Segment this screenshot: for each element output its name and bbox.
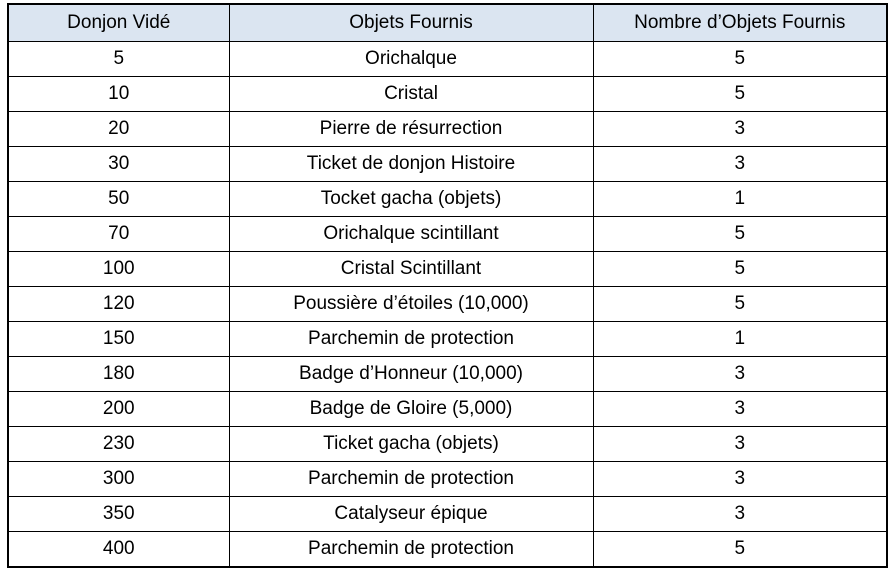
cell-donjon-vide: 5	[7, 41, 230, 77]
header-row: Donjon Vidé Objets Fournis Nombre d’Obje…	[7, 3, 888, 42]
cell-donjon-vide: 70	[7, 216, 230, 252]
cell-objets-fournis: Badge de Gloire (5,000)	[228, 391, 594, 427]
cell-donjon-vide: 100	[7, 251, 230, 287]
cell-objets-fournis: Ticket de donjon Histoire	[228, 146, 594, 182]
table-row: 230 Ticket gacha (objets) 3	[7, 426, 888, 462]
cell-objets-fournis: Orichalque	[228, 41, 594, 77]
table-row: 70 Orichalque scintillant 5	[7, 216, 888, 252]
cell-donjon-vide: 50	[7, 181, 230, 217]
table-row: 200 Badge de Gloire (5,000) 3	[7, 391, 888, 427]
cell-nombre-objets: 1	[592, 181, 888, 217]
cell-objets-fournis: Badge d’Honneur (10,000)	[228, 356, 594, 392]
cell-nombre-objets: 3	[592, 356, 888, 392]
cell-nombre-objets: 5	[592, 216, 888, 252]
cell-nombre-objets: 5	[592, 286, 888, 322]
cell-nombre-objets: 5	[592, 76, 888, 112]
table-row: 400 Parchemin de protection 5	[7, 531, 888, 568]
cell-objets-fournis: Cristal Scintillant	[228, 251, 594, 287]
cell-objets-fournis: Orichalque scintillant	[228, 216, 594, 252]
cell-donjon-vide: 200	[7, 391, 230, 427]
cell-objets-fournis: Cristal	[228, 76, 594, 112]
cell-donjon-vide: 10	[7, 76, 230, 112]
table-row: 350 Catalyseur épique 3	[7, 496, 888, 532]
cell-nombre-objets: 3	[592, 496, 888, 532]
table-row: 10 Cristal 5	[7, 76, 888, 112]
header-nombre-objets-fournis: Nombre d’Objets Fournis	[592, 3, 888, 42]
cell-objets-fournis: Parchemin de protection	[228, 461, 594, 497]
cell-nombre-objets: 3	[592, 111, 888, 147]
cell-donjon-vide: 400	[7, 531, 230, 568]
cell-donjon-vide: 300	[7, 461, 230, 497]
cell-donjon-vide: 20	[7, 111, 230, 147]
cell-donjon-vide: 350	[7, 496, 230, 532]
table-row: 120 Poussière d’étoiles (10,000) 5	[7, 286, 888, 322]
table-row: 50 Tocket gacha (objets) 1	[7, 181, 888, 217]
cell-nombre-objets: 3	[592, 461, 888, 497]
cell-donjon-vide: 150	[7, 321, 230, 357]
dungeon-rewards-table: Donjon Vidé Objets Fournis Nombre d’Obje…	[7, 3, 888, 568]
cell-nombre-objets: 3	[592, 146, 888, 182]
table-row: 30 Ticket de donjon Histoire 3	[7, 146, 888, 182]
cell-objets-fournis: Tocket gacha (objets)	[228, 181, 594, 217]
cell-nombre-objets: 1	[592, 321, 888, 357]
table-row: 180 Badge d’Honneur (10,000) 3	[7, 356, 888, 392]
cell-donjon-vide: 230	[7, 426, 230, 462]
cell-objets-fournis: Poussière d’étoiles (10,000)	[228, 286, 594, 322]
table-row: 150 Parchemin de protection 1	[7, 321, 888, 357]
table-row: 300 Parchemin de protection 3	[7, 461, 888, 497]
cell-objets-fournis: Parchemin de protection	[228, 531, 594, 568]
cell-objets-fournis: Parchemin de protection	[228, 321, 594, 357]
table-row: 20 Pierre de résurrection 3	[7, 111, 888, 147]
cell-objets-fournis: Pierre de résurrection	[228, 111, 594, 147]
header-objets-fournis: Objets Fournis	[228, 3, 594, 42]
cell-objets-fournis: Catalyseur épique	[228, 496, 594, 532]
reward-table-container: Donjon Vidé Objets Fournis Nombre d’Obje…	[7, 3, 888, 568]
cell-nombre-objets: 5	[592, 41, 888, 77]
cell-nombre-objets: 3	[592, 426, 888, 462]
table-row: 100 Cristal Scintillant 5	[7, 251, 888, 287]
cell-nombre-objets: 5	[592, 251, 888, 287]
cell-donjon-vide: 180	[7, 356, 230, 392]
table-row: 5 Orichalque 5	[7, 41, 888, 77]
cell-objets-fournis: Ticket gacha (objets)	[228, 426, 594, 462]
header-donjon-vide: Donjon Vidé	[7, 3, 230, 42]
cell-nombre-objets: 3	[592, 391, 888, 427]
cell-donjon-vide: 30	[7, 146, 230, 182]
table-header: Donjon Vidé Objets Fournis Nombre d’Obje…	[7, 3, 888, 42]
table-body: 5 Orichalque 5 10 Cristal 5 20 Pierre de résurr…	[7, 41, 888, 568]
cell-donjon-vide: 120	[7, 286, 230, 322]
cell-nombre-objets: 5	[592, 531, 888, 568]
